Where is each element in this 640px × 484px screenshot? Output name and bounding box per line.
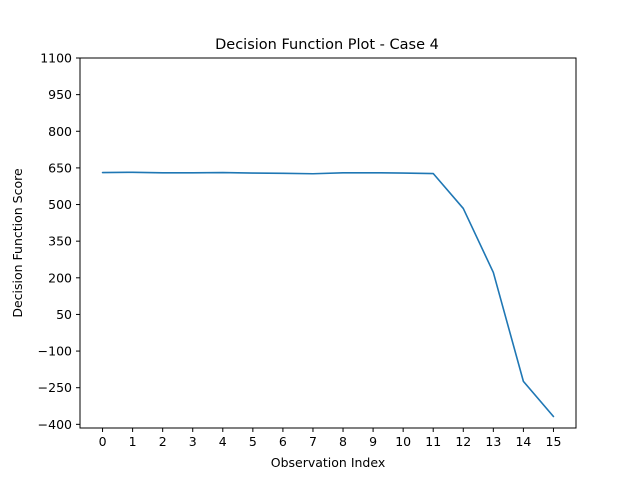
x-tick-label: 14 <box>515 434 531 449</box>
y-axis-label: Decision Function Score <box>10 168 25 318</box>
x-tick-label: 13 <box>485 434 501 449</box>
y-tick-label: −400 <box>38 417 72 432</box>
x-tick-label: 8 <box>339 434 347 449</box>
y-tick-label: 1100 <box>40 51 72 66</box>
x-tick-label: 1 <box>129 434 137 449</box>
chart-title: Decision Function Plot - Case 4 <box>215 37 439 53</box>
x-tick-label: 12 <box>455 434 471 449</box>
x-tick-label: 2 <box>159 434 167 449</box>
y-tick-label: 200 <box>48 270 72 285</box>
x-axis-label: Observation Index <box>271 455 386 470</box>
y-tick-label: −250 <box>38 380 72 395</box>
y-tick-label: 950 <box>48 87 72 102</box>
y-tick-label: 50 <box>56 307 72 322</box>
y-tick-label: 800 <box>48 124 72 139</box>
x-tick-label: 15 <box>546 434 562 449</box>
x-tick-label: 11 <box>425 434 441 449</box>
plot-frame <box>80 58 576 428</box>
x-tick-label: 10 <box>395 434 411 449</box>
x-tick-label: 4 <box>219 434 227 449</box>
x-tick-label: 5 <box>249 434 257 449</box>
y-tick-label: 350 <box>48 234 72 249</box>
y-tick-label: −100 <box>38 344 72 359</box>
y-tick-label: 500 <box>48 197 72 212</box>
x-tick-label: 6 <box>279 434 287 449</box>
x-tick-label: 3 <box>189 434 197 449</box>
series-layer <box>103 172 554 416</box>
y-axis-ticks: −400 −250 −100 50 200 350 500 650 800 950 1100 <box>38 51 80 432</box>
x-tick-label: 0 <box>99 434 107 449</box>
x-tick-label: 7 <box>309 434 317 449</box>
x-tick-label: 9 <box>369 434 377 449</box>
y-tick-label: 650 <box>48 160 72 175</box>
series-line-0 <box>103 172 554 416</box>
